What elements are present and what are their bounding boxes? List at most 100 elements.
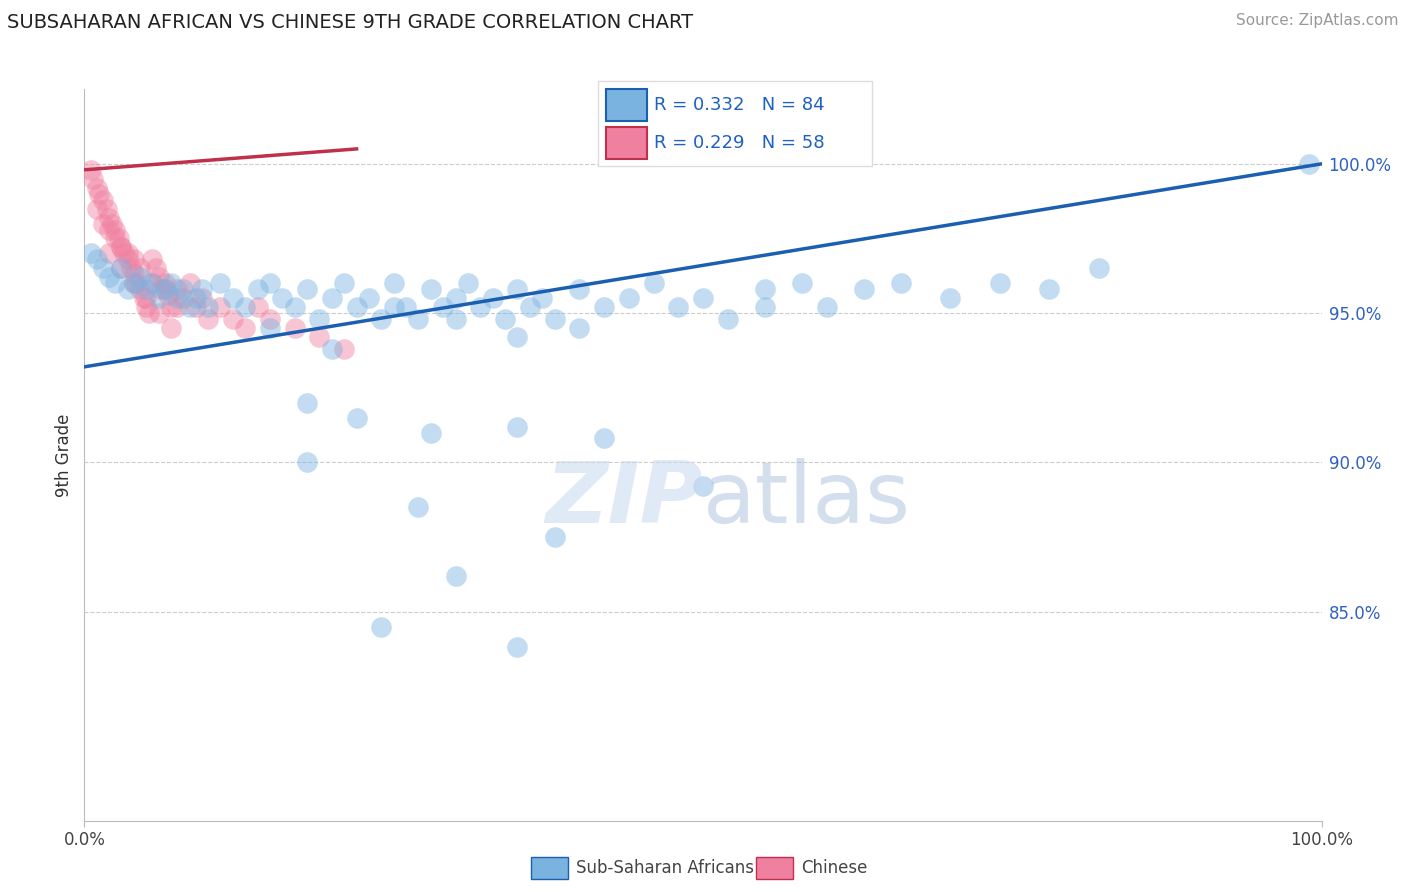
Point <box>117 282 139 296</box>
Y-axis label: 9th Grade: 9th Grade <box>55 413 73 497</box>
Point <box>346 410 368 425</box>
Text: SUBSAHARAN AFRICAN VS CHINESE 9TH GRADE CORRELATION CHART: SUBSAHARAN AFRICAN VS CHINESE 9TH GRADE … <box>7 13 693 32</box>
Point <box>79 162 101 177</box>
Point <box>481 291 503 305</box>
Point <box>494 312 516 326</box>
Point <box>98 270 121 285</box>
Point <box>593 300 616 314</box>
Point <box>179 277 201 291</box>
Point <box>98 211 121 225</box>
Point <box>122 252 145 267</box>
Point <box>1298 157 1320 171</box>
Point <box>259 277 281 291</box>
Point <box>150 282 173 296</box>
Point <box>110 240 132 254</box>
Point <box>120 261 142 276</box>
Point <box>295 282 318 296</box>
Point <box>89 186 111 201</box>
Point <box>86 202 108 216</box>
Point <box>506 282 529 296</box>
Point <box>692 291 714 305</box>
Point <box>246 282 269 296</box>
Text: R = 0.229   N = 58: R = 0.229 N = 58 <box>654 134 825 152</box>
Point <box>157 288 180 302</box>
Point <box>197 300 219 314</box>
Point <box>86 180 108 194</box>
Point <box>988 277 1011 291</box>
Point <box>408 312 430 326</box>
Point <box>108 231 131 245</box>
Point <box>333 277 356 291</box>
Point <box>112 246 135 260</box>
Point <box>939 291 962 305</box>
Point <box>408 500 430 515</box>
Point <box>79 246 101 260</box>
Point <box>86 252 108 267</box>
Point <box>104 277 127 291</box>
Point <box>852 282 875 296</box>
Point <box>259 312 281 326</box>
Point <box>91 217 114 231</box>
Point <box>138 306 160 320</box>
Point <box>754 282 776 296</box>
Point <box>135 300 157 314</box>
Point <box>519 300 541 314</box>
Point <box>568 321 591 335</box>
Point <box>122 277 145 291</box>
Point <box>506 640 529 655</box>
Point <box>395 300 418 314</box>
Point <box>91 261 114 276</box>
Point <box>308 312 330 326</box>
Point <box>333 342 356 356</box>
Point <box>209 300 232 314</box>
Point <box>153 282 176 296</box>
Point <box>643 277 665 291</box>
Point <box>184 291 207 305</box>
Point <box>382 300 405 314</box>
Point <box>754 300 776 314</box>
Point <box>617 291 640 305</box>
Point <box>222 291 245 305</box>
Point <box>135 291 157 305</box>
Point <box>717 312 740 326</box>
Point <box>568 282 591 296</box>
Point <box>132 291 155 305</box>
Text: Source: ZipAtlas.com: Source: ZipAtlas.com <box>1236 13 1399 29</box>
Point <box>259 321 281 335</box>
Point <box>153 282 176 296</box>
Point <box>308 330 330 344</box>
Point <box>148 306 170 320</box>
Point <box>1088 261 1111 276</box>
Point <box>1038 282 1060 296</box>
Point <box>457 277 479 291</box>
Point <box>135 282 157 296</box>
Point <box>117 246 139 260</box>
Point <box>184 300 207 314</box>
Point <box>815 300 838 314</box>
Point <box>117 252 139 267</box>
Point <box>91 193 114 207</box>
Point <box>122 277 145 291</box>
Point <box>160 277 183 291</box>
Point <box>166 291 188 305</box>
Point <box>419 282 441 296</box>
Point <box>110 261 132 276</box>
Point <box>506 330 529 344</box>
Point <box>100 217 122 231</box>
Point <box>145 261 167 276</box>
Point <box>382 277 405 291</box>
Point <box>98 246 121 260</box>
Point <box>129 261 152 276</box>
Point <box>209 277 232 291</box>
Point <box>172 291 194 305</box>
Point <box>160 321 183 335</box>
Point <box>166 300 188 314</box>
Point <box>104 231 127 245</box>
Point <box>141 277 163 291</box>
Point <box>531 291 554 305</box>
Point <box>506 419 529 434</box>
Point <box>666 300 689 314</box>
Point <box>148 270 170 285</box>
Point <box>191 282 214 296</box>
Point <box>172 282 194 296</box>
